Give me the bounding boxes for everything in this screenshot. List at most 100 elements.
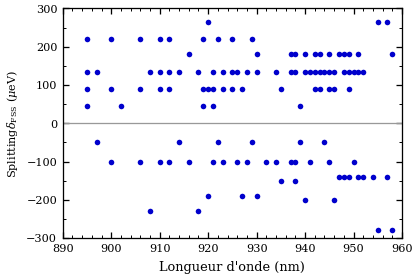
Point	[219, 70, 226, 74]
Point	[137, 37, 143, 42]
Point	[388, 228, 395, 233]
Point	[345, 70, 352, 74]
Point	[243, 70, 250, 74]
Point	[326, 70, 332, 74]
Point	[243, 160, 250, 164]
Point	[108, 37, 114, 42]
Point	[388, 53, 395, 57]
Point	[291, 70, 298, 74]
Point	[229, 87, 236, 91]
Point	[219, 160, 226, 164]
Point	[253, 70, 260, 74]
Point	[156, 70, 163, 74]
Point	[248, 37, 255, 42]
Point	[374, 20, 381, 24]
Point	[321, 70, 327, 74]
Point	[185, 53, 192, 57]
Point	[219, 87, 226, 91]
Point	[311, 53, 318, 57]
Point	[340, 70, 347, 74]
Point	[205, 87, 211, 91]
Point	[287, 53, 294, 57]
Point	[296, 104, 303, 108]
Point	[345, 175, 352, 179]
Point	[146, 70, 153, 74]
Point	[118, 104, 124, 108]
Point	[200, 37, 206, 42]
Point	[209, 87, 216, 91]
Point	[296, 140, 303, 145]
Point	[156, 160, 163, 164]
Point	[166, 87, 173, 91]
Point	[239, 87, 245, 91]
Point	[359, 70, 366, 74]
Point	[291, 53, 298, 57]
Point	[253, 194, 260, 198]
Point	[345, 87, 352, 91]
Point	[306, 160, 313, 164]
Point	[311, 70, 318, 74]
Point	[301, 198, 308, 202]
Point	[335, 175, 342, 179]
Point	[369, 175, 376, 179]
Point	[263, 160, 269, 164]
Point	[200, 87, 206, 91]
Point	[374, 228, 381, 233]
Point	[108, 160, 114, 164]
Point	[316, 87, 322, 91]
Point	[272, 70, 279, 74]
Point	[350, 70, 357, 74]
X-axis label: Longueur d'onde (nm): Longueur d'onde (nm)	[159, 260, 305, 273]
Point	[83, 87, 90, 91]
Point	[137, 160, 143, 164]
Point	[301, 70, 308, 74]
Point	[330, 70, 337, 74]
Point	[156, 87, 163, 91]
Point	[176, 140, 182, 145]
Point	[200, 104, 206, 108]
Point	[166, 160, 173, 164]
Point	[93, 70, 100, 74]
Point	[316, 53, 322, 57]
Point	[326, 53, 332, 57]
Point	[340, 175, 347, 179]
Point	[277, 178, 284, 183]
Point	[253, 53, 260, 57]
Point	[330, 87, 337, 91]
Point	[301, 53, 308, 57]
Point	[354, 53, 361, 57]
Point	[287, 70, 294, 74]
Point	[311, 87, 318, 91]
Point	[291, 178, 298, 183]
Point	[291, 160, 298, 164]
Point	[272, 160, 279, 164]
Point	[166, 70, 173, 74]
Point	[277, 87, 284, 91]
Point	[83, 37, 90, 42]
Point	[229, 70, 236, 74]
Point	[209, 104, 216, 108]
Point	[146, 209, 153, 214]
Point	[214, 37, 221, 42]
Point	[306, 70, 313, 74]
Point	[350, 160, 357, 164]
Point	[239, 194, 245, 198]
Point	[176, 70, 182, 74]
Point	[229, 37, 236, 42]
Point	[359, 175, 366, 179]
Point	[166, 37, 173, 42]
Point	[321, 140, 327, 145]
Point	[205, 20, 211, 24]
Point	[234, 70, 240, 74]
Point	[345, 53, 352, 57]
Point	[205, 194, 211, 198]
Point	[335, 53, 342, 57]
Point	[354, 70, 361, 74]
Point	[156, 37, 163, 42]
Point	[384, 20, 390, 24]
Y-axis label: Splitting$\delta_{\rm FSS}$ ($\mu$eV): Splitting$\delta_{\rm FSS}$ ($\mu$eV)	[5, 70, 20, 177]
Point	[195, 70, 201, 74]
Point	[214, 140, 221, 145]
Point	[93, 140, 100, 145]
Point	[326, 87, 332, 91]
